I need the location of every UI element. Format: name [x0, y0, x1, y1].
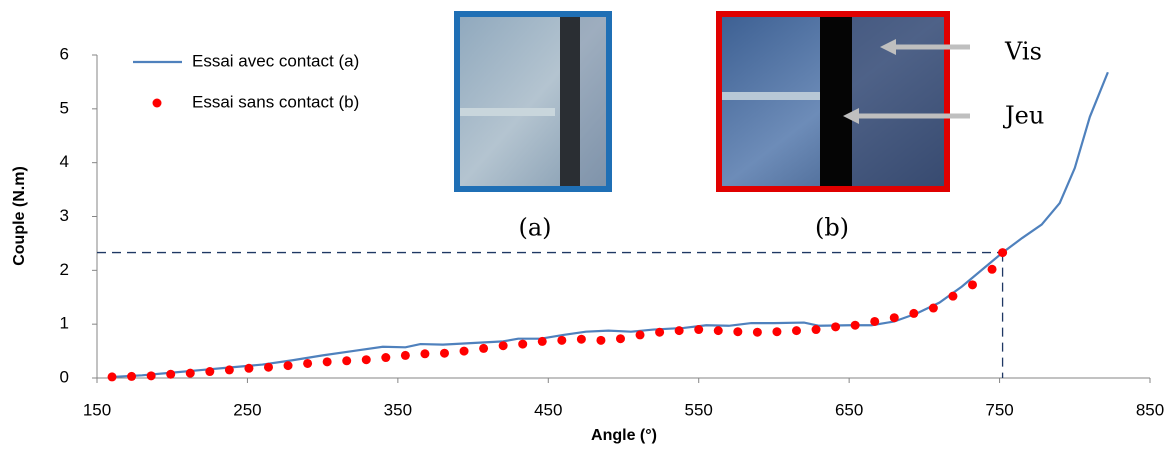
data-point — [361, 355, 371, 365]
data-point — [772, 327, 782, 337]
data-point — [322, 357, 332, 367]
data-point — [831, 322, 841, 332]
data-point — [342, 356, 352, 366]
x-tick-label: 550 — [685, 400, 713, 419]
data-point — [381, 353, 391, 363]
legend-swatch — [152, 98, 162, 108]
data-point — [909, 308, 919, 318]
data-point — [498, 341, 508, 351]
data-point — [948, 291, 958, 301]
data-point — [205, 367, 215, 377]
data-point — [733, 327, 743, 337]
data-point — [400, 350, 410, 360]
data-line — [111, 71, 1109, 379]
x-tick-label: 750 — [985, 400, 1013, 419]
data-point — [263, 362, 273, 372]
x-tick-label: 450 — [534, 400, 562, 419]
data-point — [998, 248, 1008, 258]
y-tick-label: 4 — [60, 152, 69, 171]
x-axis-label: Angle (°) — [591, 427, 657, 444]
inset-label: (b) — [815, 214, 849, 242]
data-point — [244, 363, 254, 373]
x-tick-label: 350 — [384, 400, 412, 419]
data-point — [850, 320, 860, 330]
y-tick-label: 2 — [60, 260, 69, 279]
y-tick-label: 5 — [60, 98, 69, 117]
inset-b — [716, 11, 950, 192]
data-point — [479, 343, 489, 353]
x-tick-label: 150 — [83, 400, 111, 419]
data-point — [166, 369, 176, 379]
data-point — [870, 316, 880, 326]
data-point — [537, 336, 547, 346]
data-point — [303, 358, 313, 368]
data-point — [889, 313, 899, 323]
y-tick-label: 3 — [60, 206, 69, 225]
data-point — [459, 346, 469, 356]
data-point — [674, 326, 684, 336]
data-point — [713, 326, 723, 336]
y-tick-label: 6 — [60, 44, 69, 63]
data-point — [655, 327, 665, 337]
data-point — [107, 372, 117, 382]
data-point — [439, 348, 449, 358]
data-point — [576, 334, 586, 344]
inset-label: (a) — [518, 214, 551, 242]
data-point — [694, 325, 704, 335]
legend-label: Essai sans contact (b) — [192, 92, 359, 111]
data-point — [987, 264, 997, 274]
data-point — [791, 326, 801, 336]
annotation: Jeu — [1002, 102, 1044, 130]
data-point — [185, 368, 195, 378]
data-point — [635, 330, 645, 340]
annotation: Vis — [1004, 38, 1042, 66]
data-point — [283, 361, 293, 371]
y-tick-label: 1 — [60, 314, 69, 333]
x-tick-label: 650 — [835, 400, 863, 419]
data-point — [518, 339, 528, 349]
data-point — [146, 371, 156, 381]
legend-label: Essai avec contact (a) — [192, 51, 359, 70]
data-point — [224, 365, 234, 375]
data-point — [420, 349, 430, 359]
arrows — [843, 39, 970, 124]
data-point — [967, 280, 977, 290]
y-tick-label: 0 — [60, 367, 69, 386]
data-point — [752, 327, 762, 337]
data-point — [615, 334, 625, 344]
data-point — [127, 371, 137, 381]
inset-a — [454, 11, 612, 192]
y-axis-label: Couple (N.m) — [11, 166, 28, 266]
data-point — [596, 335, 606, 345]
x-tick-label: 850 — [1136, 400, 1164, 419]
x-tick-label: 250 — [233, 400, 261, 419]
data-point — [811, 325, 821, 335]
data-point — [557, 335, 567, 345]
data-point — [928, 303, 938, 313]
